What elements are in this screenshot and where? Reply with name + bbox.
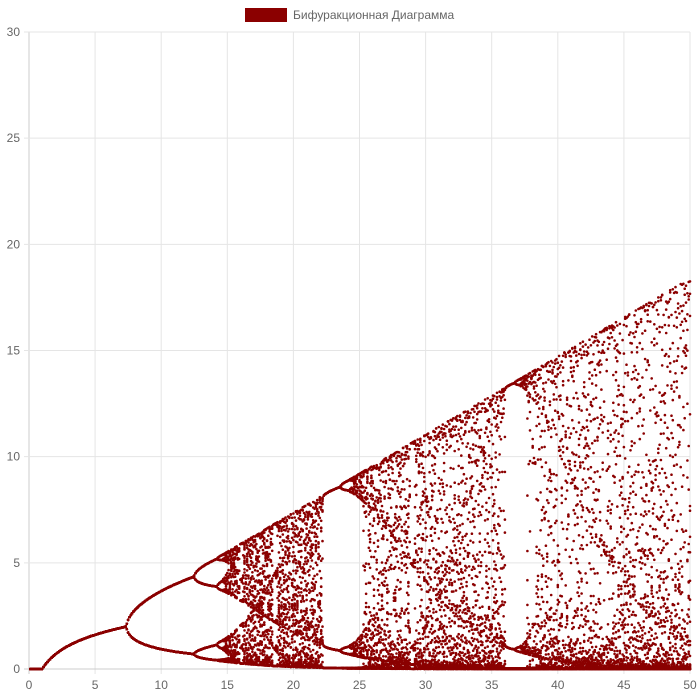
- data-point: [243, 639, 246, 643]
- data-point: [245, 555, 249, 558]
- data-point: [227, 562, 230, 565]
- x-tick-label: 30: [419, 678, 433, 692]
- data-point: [244, 623, 248, 627]
- data-point: [241, 647, 245, 651]
- x-tick-label: 25: [353, 678, 367, 692]
- data-point: [243, 571, 246, 574]
- data-point: [245, 587, 249, 591]
- data-point: [244, 598, 248, 602]
- data-point: [243, 585, 246, 589]
- data-point: [241, 576, 245, 579]
- data-point: [237, 547, 241, 550]
- data-point: [237, 569, 241, 572]
- y-tick-label: 20: [7, 237, 21, 251]
- data-point: [235, 643, 238, 646]
- x-tick-label: 50: [683, 678, 697, 692]
- data-point: [243, 595, 246, 598]
- data-point: [247, 577, 250, 580]
- data-point: [235, 582, 238, 586]
- data-point: [243, 559, 246, 562]
- data-point: [228, 588, 232, 591]
- x-tick-label: 20: [287, 678, 301, 692]
- data-points-layer: [29, 280, 692, 671]
- data-point: [245, 557, 249, 561]
- data-point: [243, 655, 246, 659]
- x-tick-label: 0: [26, 678, 33, 692]
- data-point: [226, 571, 229, 575]
- data-point: [40, 667, 44, 671]
- data-point: [226, 578, 229, 582]
- data-point: [235, 629, 238, 632]
- data-point: [243, 634, 246, 637]
- data-point: [243, 548, 246, 551]
- data-point: [42, 665, 45, 669]
- data-point: [235, 588, 238, 592]
- data-point: [125, 627, 129, 631]
- data-point: [126, 618, 130, 622]
- data-point: [241, 582, 245, 585]
- x-tick-label: 15: [221, 678, 235, 692]
- x-tick-label: 5: [92, 678, 99, 692]
- data-point: [237, 586, 241, 589]
- data-point: [237, 591, 241, 595]
- data-point: [233, 565, 237, 569]
- data-point: [245, 560, 249, 564]
- data-point: [245, 569, 249, 572]
- y-tick-label: 30: [7, 25, 21, 39]
- x-tick-label: 45: [617, 678, 631, 692]
- data-point: [241, 643, 245, 646]
- data-point: [244, 577, 248, 580]
- data-point: [231, 588, 234, 591]
- data-point: [230, 569, 233, 573]
- data-point: [228, 639, 232, 642]
- data-point: [231, 638, 234, 642]
- data-point: [245, 631, 249, 635]
- data-point: [243, 562, 246, 565]
- data-point: [243, 554, 246, 558]
- data-point: [243, 658, 246, 662]
- axis-layer: 0 5 10 15 20 25 30 35 40 45 50 0 5 10 15 20 25 30: [7, 25, 697, 692]
- data-point: [233, 575, 237, 578]
- data-point: [237, 549, 241, 552]
- x-tick-label: 35: [485, 678, 499, 692]
- data-point: [241, 624, 245, 627]
- data-point: [241, 621, 245, 625]
- x-tick-label: 10: [155, 678, 169, 692]
- data-point: [244, 582, 248, 585]
- y-tick-label: 10: [7, 450, 21, 464]
- y-tick-label: 25: [7, 131, 21, 145]
- y-tick-label: 5: [13, 556, 20, 570]
- data-point: [231, 572, 234, 576]
- data-point: [235, 595, 238, 599]
- data-point: [237, 639, 241, 643]
- data-point: [233, 556, 237, 559]
- data-point: [125, 622, 129, 626]
- data-point: [237, 652, 241, 655]
- data-point: [236, 572, 240, 575]
- x-tick-label: 40: [551, 678, 565, 692]
- grid-layer: [24, 31, 691, 674]
- data-point: [245, 544, 249, 547]
- data-point: [227, 568, 230, 572]
- data-point: [241, 598, 245, 602]
- y-tick-label: 0: [13, 662, 20, 676]
- data-point: [237, 634, 241, 637]
- data-point: [243, 568, 246, 571]
- data-point: [230, 580, 233, 583]
- data-point: [245, 637, 249, 641]
- data-point: [243, 590, 246, 594]
- data-point: [237, 657, 241, 661]
- data-point: [228, 551, 232, 555]
- data-point: [244, 642, 248, 646]
- data-point: [235, 637, 238, 641]
- data-point: [237, 557, 241, 561]
- y-tick-label: 15: [7, 344, 21, 358]
- data-point: [232, 561, 236, 565]
- data-point: [243, 629, 246, 632]
- data-point: [233, 649, 237, 652]
